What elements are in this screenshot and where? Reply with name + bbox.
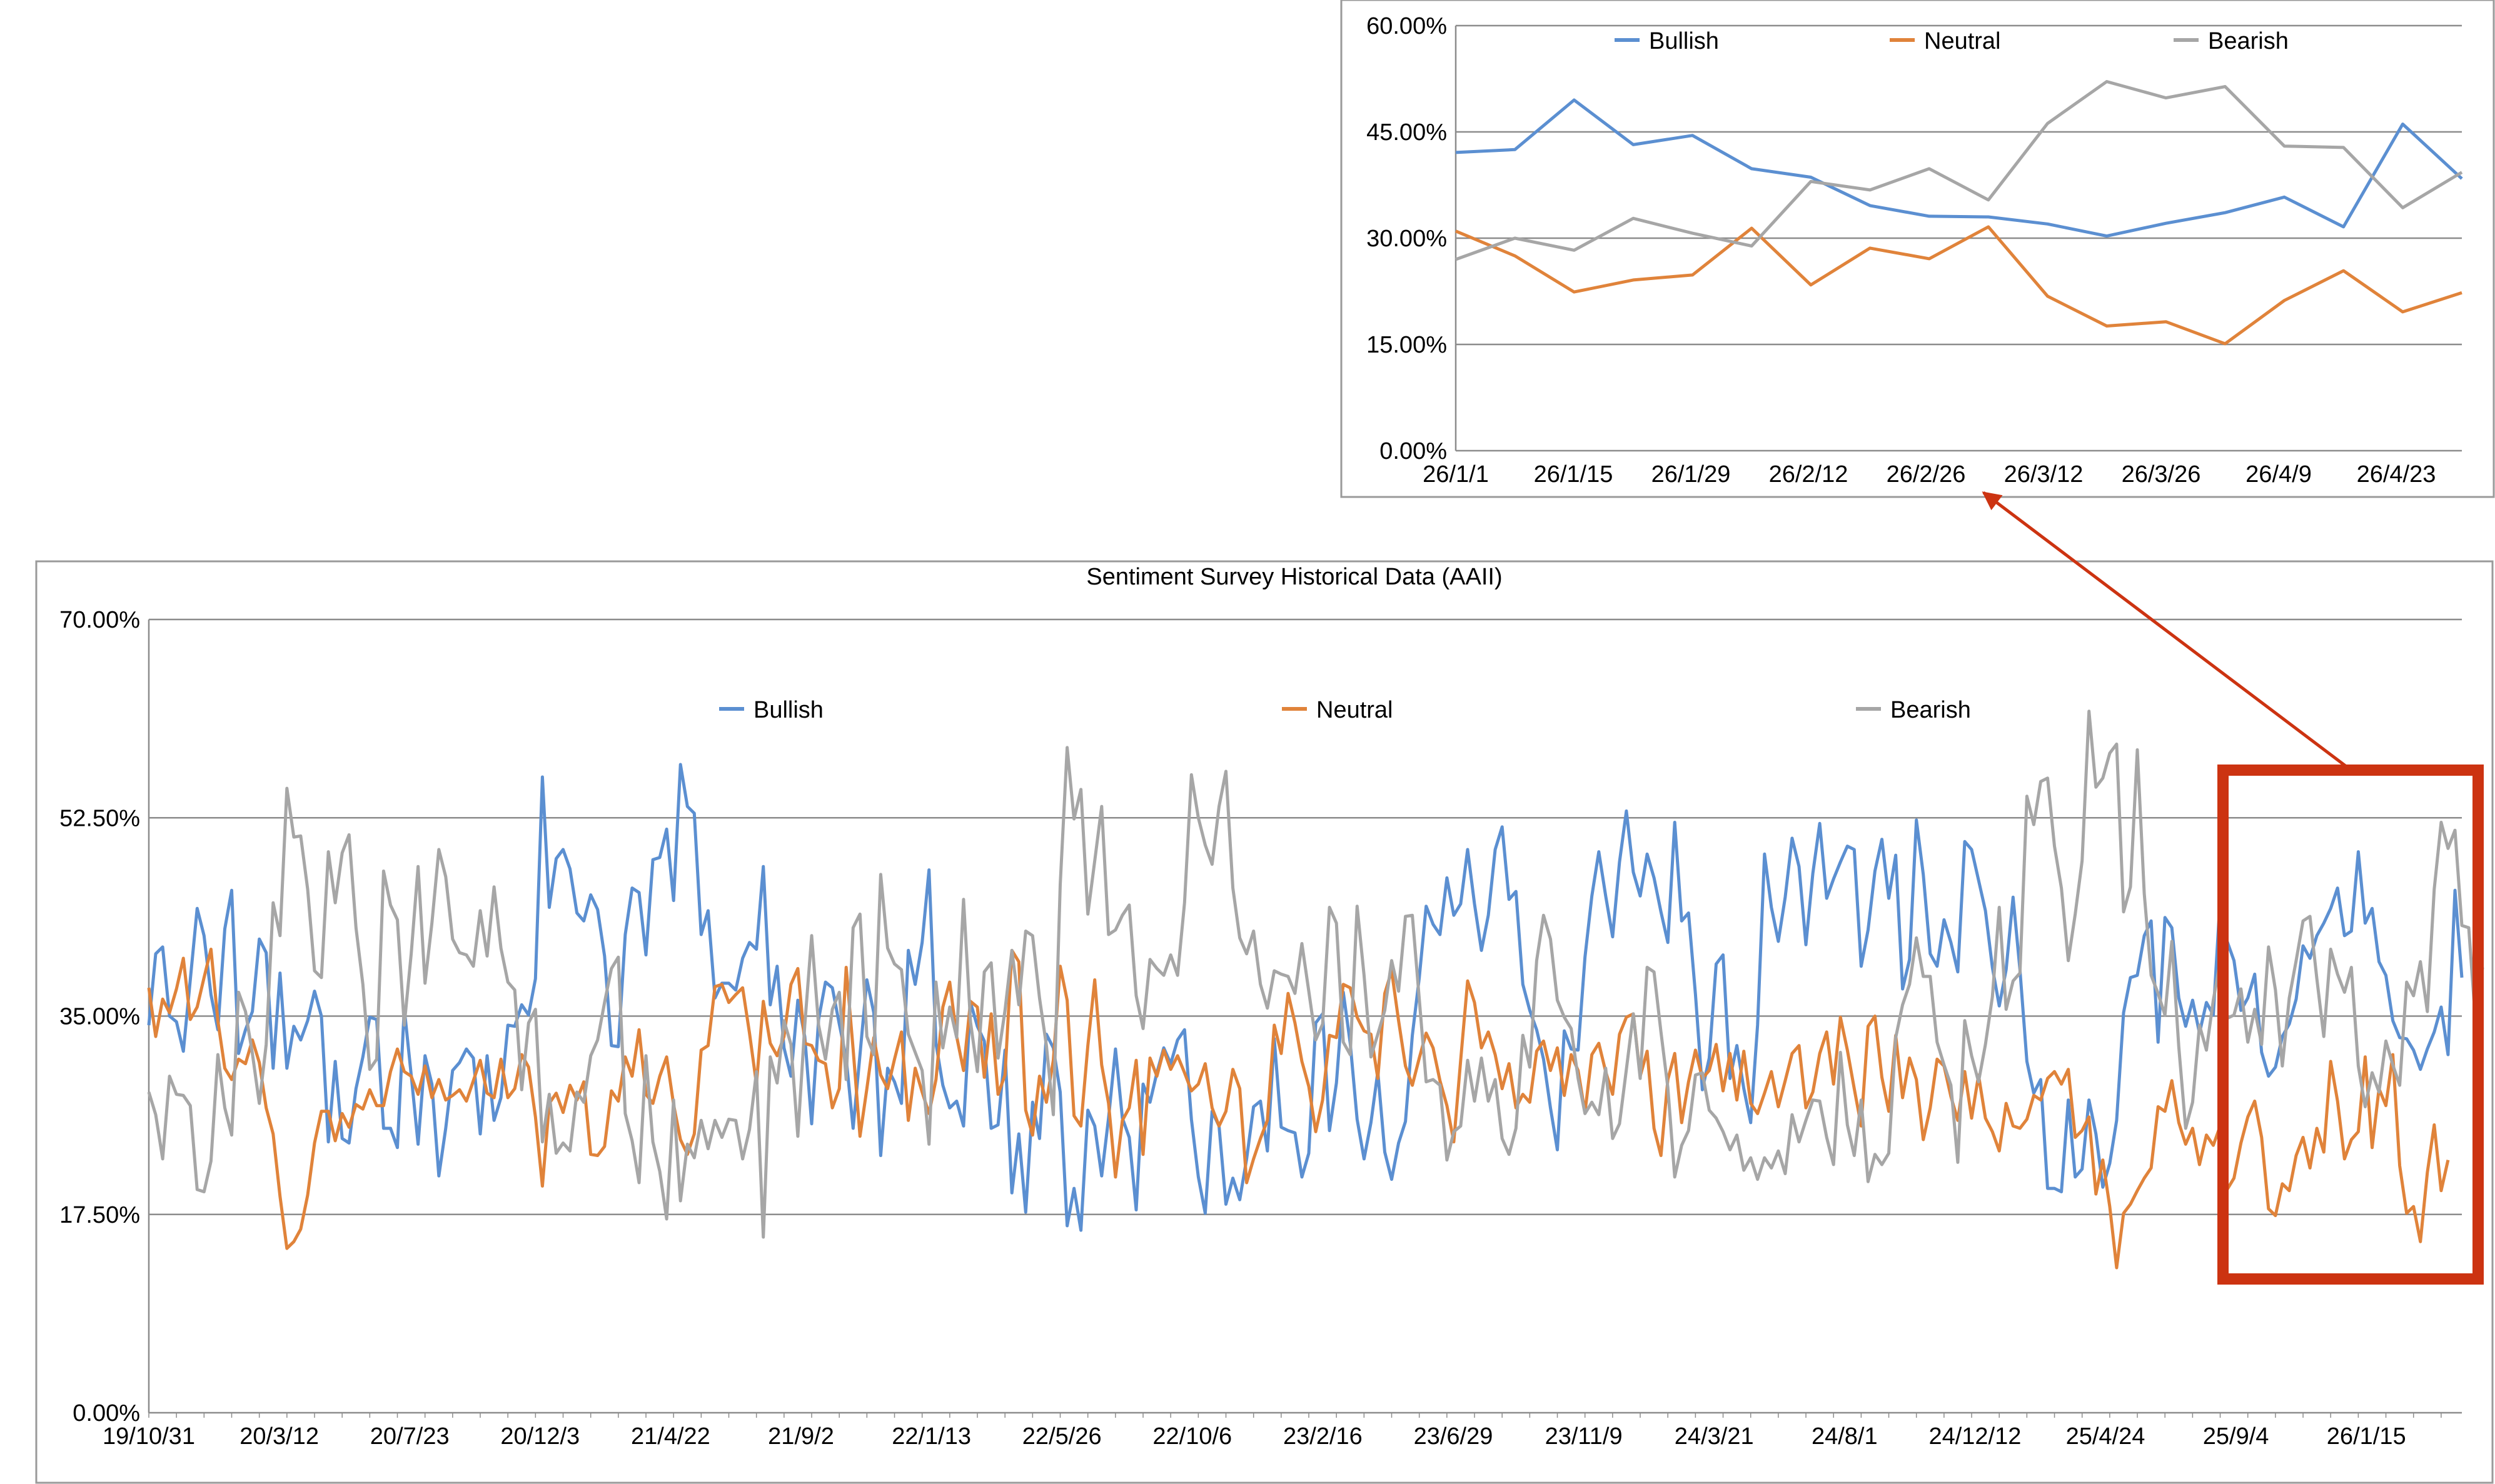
main-legend: Bullish Neutral Bearish — [719, 697, 1971, 723]
inset-legend-label: Bullish — [1649, 28, 1719, 54]
main-x-tick-label: 21/9/2 — [768, 1423, 834, 1450]
inset-series-line-bullish — [1455, 98, 2463, 238]
main-series — [147, 709, 2484, 1270]
inset-x-tick-label: 26/4/23 — [2357, 461, 2436, 488]
inset-series-line-neutral — [1455, 225, 2462, 346]
main-x-tick-label: 22/10/6 — [1152, 1423, 1232, 1450]
inset-y-tick-label: 45.00% — [1366, 119, 1447, 146]
main-x-tick-label: 23/2/16 — [1283, 1423, 1363, 1450]
main-frame — [35, 560, 2494, 1484]
main-x-axis: 19/10/31 20/3/12 20/7/23 20/12/3 21/4/22 21/9… — [103, 1413, 2442, 1450]
inset-y-axis: 0.00% 15.00% 30.00% 45.00% 60.00% — [1366, 13, 1447, 464]
main-legend-label: Neutral — [1316, 697, 1393, 723]
main-x-tick-label: 19/10/31 — [103, 1423, 195, 1450]
main-y-tick-label: 35.00% — [59, 1004, 140, 1030]
main-y-tick-label: 52.50% — [59, 805, 140, 831]
main-x-tick-label: 25/9/4 — [2203, 1423, 2269, 1450]
main-y-tick-label: 70.00% — [59, 607, 140, 633]
inset-grid — [1454, 24, 2462, 452]
inset-x-tick-label: 26/1/15 — [1534, 461, 1613, 488]
main-chart-title: Sentiment Survey Historical Data (AAII) — [1086, 564, 1502, 590]
inset-frame — [1340, 0, 2495, 498]
main-x-tick-label: 23/6/29 — [1414, 1423, 1493, 1450]
inset-x-axis: 26/1/1 26/1/15 26/1/29 26/2/12 26/2/26 26/3/1… — [1423, 461, 2436, 488]
inset-series — [1455, 80, 2463, 346]
main-chart: Sentiment Survey Historical Data (AAII) … — [35, 560, 2494, 1484]
inset-x-tick-label: 26/4/9 — [2246, 461, 2312, 488]
main-x-tick-label: 22/5/26 — [1022, 1423, 1102, 1450]
inset-legend: Bullish Neutral Bearish — [1615, 28, 2289, 54]
zoom-arrow — [1982, 491, 2352, 771]
inset-x-tick-label: 26/2/26 — [1887, 461, 1966, 488]
main-x-tick-label: 20/12/3 — [500, 1423, 580, 1450]
inset-x-tick-label: 26/1/29 — [1651, 461, 1731, 488]
main-legend-label: Bearish — [1890, 697, 1971, 723]
main-x-tick-label: 24/3/21 — [1675, 1423, 1754, 1450]
main-x-tick-label: 26/1/15 — [2327, 1423, 2406, 1450]
inset-legend-label: Bearish — [2208, 28, 2289, 54]
main-x-tick-label: 21/4/22 — [631, 1423, 710, 1450]
inset-x-tick-label: 26/3/12 — [2004, 461, 2084, 488]
main-x-tick-label: 24/12/12 — [1928, 1423, 2021, 1450]
inset-x-tick-label: 26/1/1 — [1423, 461, 1489, 488]
inset-y-tick-label: 30.00% — [1366, 226, 1447, 252]
main-y-tick-label: 0.00% — [73, 1400, 140, 1426]
inset-x-tick-label: 26/2/12 — [1769, 461, 1848, 488]
main-series-line-bullish — [147, 763, 2464, 1232]
main-y-tick-label: 17.50% — [59, 1202, 140, 1228]
main-legend-label: Bullish — [754, 697, 824, 723]
main-series-line-neutral — [147, 948, 2450, 1270]
inset-chart: 0.00%15.00%30.00%45.00%60.00% 26/1/1 26/1… — [1340, 0, 2495, 498]
main-y-axis: 0.00% 17.50% 35.00% 52.50% 70.00% — [59, 607, 140, 1426]
main-x-tick-label: 22/1/13 — [892, 1423, 971, 1450]
inset-series-line-bearish — [1455, 80, 2463, 261]
main-x-tick-label: 20/7/23 — [370, 1423, 450, 1450]
inset-legend-label: Neutral — [1924, 28, 2001, 54]
main-x-tick-label: 20/3/12 — [239, 1423, 319, 1450]
inset-y-tick-label: 0.00% — [1379, 438, 1447, 464]
main-x-tick-label: 25/4/24 — [2066, 1423, 2145, 1450]
main-x-tick-label: 24/8/1 — [1812, 1423, 1878, 1450]
main-series-line-bearish — [147, 709, 2484, 1239]
inset-y-tick-label: 15.00% — [1366, 332, 1447, 358]
main-x-tick-label: 23/11/9 — [1545, 1423, 1623, 1450]
inset-y-tick-label: 60.00% — [1366, 13, 1447, 39]
inset-x-tick-label: 26/3/26 — [2122, 461, 2201, 488]
